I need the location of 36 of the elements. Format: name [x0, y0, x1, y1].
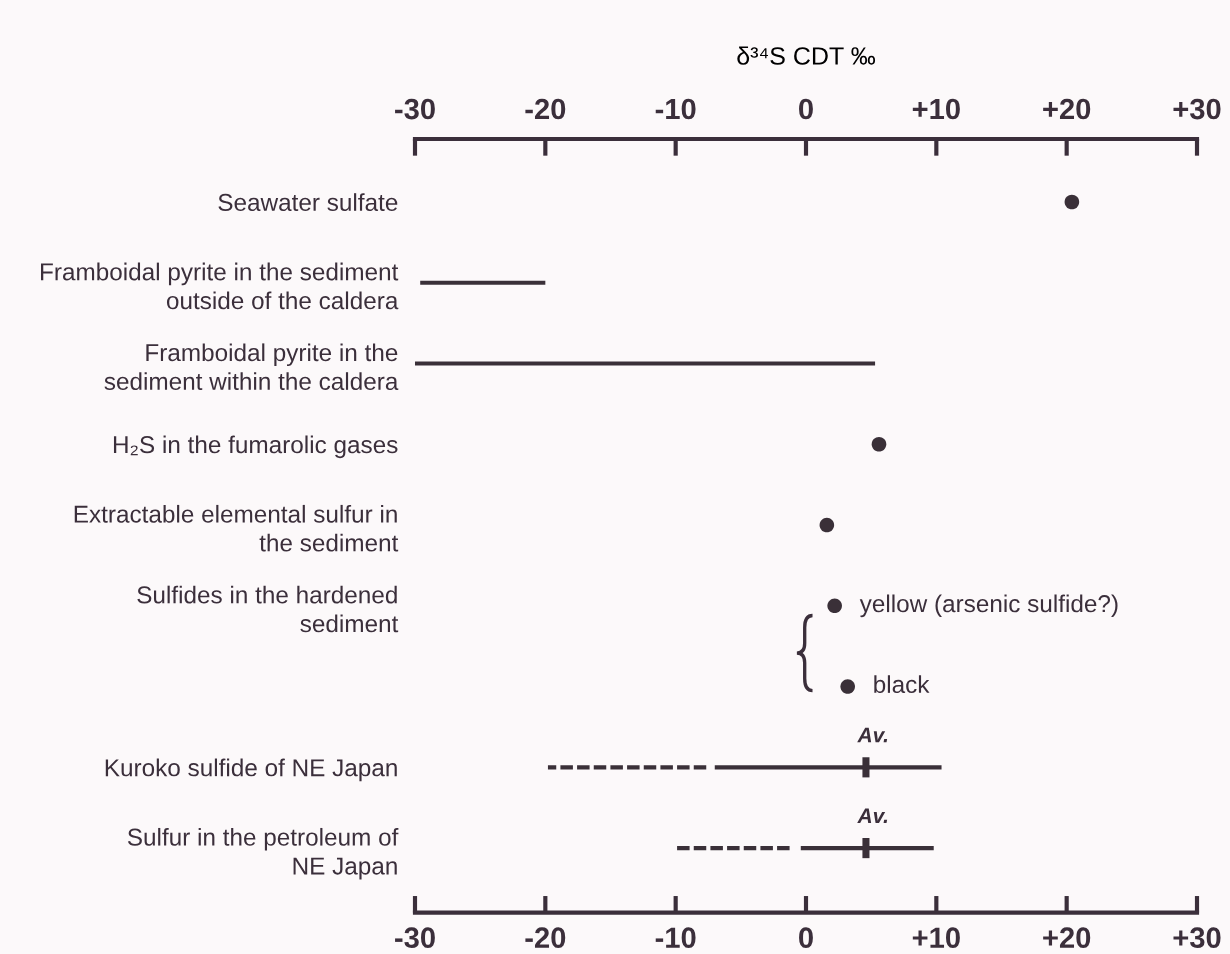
x-tick-label: -10 [655, 927, 696, 949]
x2-tick-label: 0 [799, 98, 813, 120]
x2-tick-label: +10 [912, 98, 960, 120]
x2-tick-label: +30 [1173, 98, 1221, 120]
bar [675, 845, 793, 851]
point [871, 436, 887, 452]
x-tick-label: +10 [912, 927, 960, 949]
y-tick-label: H₂S in the fumarolic gases [113, 435, 398, 459]
annotation: Av. [857, 727, 888, 743]
y-tick-label: Extractable elemental sulfur in the sediment [74, 504, 399, 552]
y-tick-label: Framboidal pyrite in the sediment within the caldera [104, 343, 399, 391]
point [1064, 194, 1080, 210]
x2-tick-label: -30 [395, 98, 435, 120]
x-tick-label: +20 [1043, 927, 1091, 949]
point [827, 598, 842, 614]
x-tick-label: 0 [799, 927, 813, 949]
bar [547, 765, 710, 770]
x-tick-label: +30 [1173, 927, 1221, 949]
x-tick-label: -30 [395, 927, 435, 949]
bar [420, 280, 546, 285]
y-tick-label: Sulfur in the petroleum of NE Japan [127, 827, 399, 880]
y-tick-label: Kuroko sulfide of NE Japan [105, 758, 397, 782]
x2-tick-label: -10 [655, 98, 696, 120]
y-tick-label: Framboidal pyrite in the sediment outside of the caldera [41, 262, 399, 310]
bar [415, 361, 876, 366]
y-tick-label: Seawater sulfate [218, 193, 398, 212]
x2-tick-label: -20 [525, 98, 566, 120]
x-tick-label: -20 [525, 927, 566, 949]
annotation: Av. [857, 808, 888, 823]
x2-tick-label: +20 [1043, 98, 1091, 120]
point [819, 517, 835, 533]
series-label: yellow (arsenic sulfide?) [859, 594, 1118, 618]
series-label: black [874, 675, 930, 694]
x2-axis-title: δ³⁴S CDT ‰ [737, 46, 876, 65]
y-tick-label: Sulfides in the hardened sediment [137, 585, 399, 633]
point [840, 679, 855, 694]
